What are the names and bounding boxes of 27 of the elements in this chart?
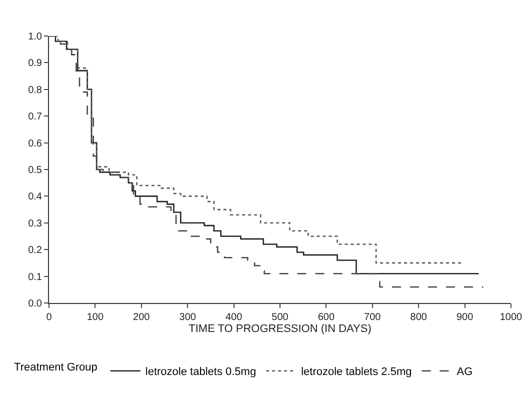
x-tick-label: 500 bbox=[272, 312, 289, 323]
x-tick-label: 100 bbox=[86, 312, 104, 323]
x-tick-label: 800 bbox=[410, 312, 428, 323]
legend-label: letrozole tablets 2.5mg bbox=[301, 366, 412, 378]
x-tick-label: 300 bbox=[179, 312, 196, 323]
y-tick-label: 0.7 bbox=[28, 112, 42, 123]
y-tick-label: 0.9 bbox=[28, 58, 42, 70]
y-tick-label: 0.3 bbox=[28, 218, 42, 230]
legend-label: letrozole tablets 0.5mg bbox=[145, 366, 256, 378]
x-tick-label: 900 bbox=[456, 312, 474, 323]
y-tick-label: 1.0 bbox=[28, 32, 42, 42]
x-tick-label: 1000 bbox=[500, 312, 523, 323]
y-tick-label: 0.6 bbox=[28, 138, 42, 150]
x-tick-label: 0 bbox=[46, 312, 52, 323]
x-tick-label: 600 bbox=[318, 312, 335, 323]
y-tick-label: 0.0 bbox=[28, 298, 42, 310]
y-tick-label: 0.5 bbox=[28, 165, 42, 176]
x-axis-title: TIME TO PROGRESSION (IN DAYS) bbox=[188, 323, 372, 336]
x-tick-label: 700 bbox=[364, 312, 382, 323]
y-tick-label: 0.2 bbox=[28, 245, 42, 256]
legend-title: Treatment Group bbox=[14, 362, 98, 374]
y-tick-label: 0.1 bbox=[28, 272, 42, 283]
y-tick-label: 0.8 bbox=[28, 84, 42, 96]
x-tick-label: 400 bbox=[225, 312, 243, 323]
x-tick-label: 200 bbox=[133, 312, 150, 323]
legend-label: AG bbox=[456, 366, 473, 378]
y-tick-label: 0.4 bbox=[28, 192, 42, 203]
